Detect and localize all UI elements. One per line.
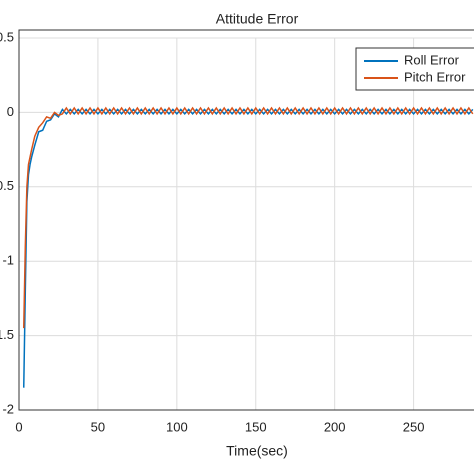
- x-tick-label: 150: [245, 419, 267, 434]
- x-axis-label: Time(sec): [226, 443, 288, 459]
- series-line: [22, 108, 474, 388]
- y-tick-label: 0: [7, 104, 14, 119]
- series-line: [22, 106, 474, 329]
- x-tick-label: 50: [91, 419, 105, 434]
- legend-label: Pitch Error: [404, 69, 466, 84]
- y-tick-label: -1: [2, 253, 14, 268]
- x-tick-label: 200: [324, 419, 346, 434]
- y-tick-label: -0.5: [0, 178, 14, 193]
- y-tick-label: -1.5: [0, 327, 14, 342]
- chart-title: Attitude Error: [216, 11, 299, 27]
- y-tick-label: 0.5: [0, 29, 14, 44]
- plot-frame: [18, 29, 474, 411]
- legend-box: [355, 47, 474, 91]
- x-tick-label: 250: [403, 419, 425, 434]
- legend-label: Roll Error: [404, 52, 460, 67]
- y-tick-label: -2: [2, 401, 14, 416]
- x-tick-label: 100: [166, 419, 188, 434]
- x-tick-label: 0: [15, 419, 22, 434]
